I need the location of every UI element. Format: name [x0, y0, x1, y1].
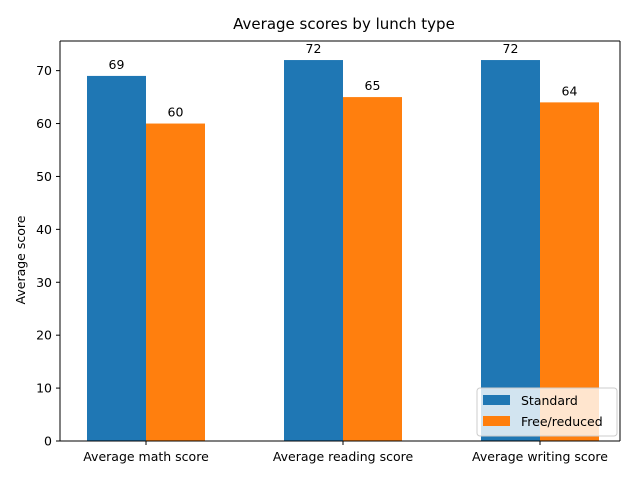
bar-standard-1 — [284, 60, 343, 442]
data-label: 72 — [306, 41, 322, 56]
y-tick-label: 30 — [36, 275, 52, 290]
y-tick-label: 60 — [36, 116, 52, 131]
x-tick-label: Average writing score — [472, 449, 608, 464]
y-axis-label: Average score — [13, 215, 28, 304]
y-tick-label: 20 — [36, 328, 52, 343]
data-label: 65 — [365, 78, 381, 93]
bar-free-reduced-0 — [146, 123, 205, 442]
bar-standard-2 — [481, 60, 540, 442]
y-tick-label: 70 — [36, 63, 52, 78]
x-tick-label: Average reading score — [273, 449, 414, 464]
bar-free-reduced-1 — [343, 97, 402, 441]
chart-title: Average scores by lunch type — [233, 15, 455, 33]
legend-box — [476, 387, 618, 437]
y-tick-label: 10 — [36, 381, 52, 396]
bar-free-reduced-2 — [540, 102, 599, 441]
y-tick-label: 50 — [36, 169, 52, 184]
y-tick-label: 40 — [36, 222, 52, 237]
data-label: 60 — [168, 105, 184, 120]
data-label: 64 — [562, 83, 578, 98]
y-tick-label: 0 — [44, 434, 52, 449]
legend-swatch-standard — [483, 395, 510, 405]
legend-swatch-free-reduced — [483, 416, 510, 426]
legend: Standard Free/reduced — [476, 387, 618, 437]
legend-label: Standard — [521, 393, 578, 408]
data-label: 69 — [109, 57, 125, 72]
plot-area: 69 72 72 60 65 64 0 10 20 30 40 50 60 70 Average math … — [36, 40, 621, 464]
data-label: 72 — [503, 41, 519, 56]
bar-standard-0 — [87, 75, 146, 442]
legend-label: Free/reduced — [521, 414, 603, 429]
x-tick-label: Average math score — [83, 449, 209, 464]
